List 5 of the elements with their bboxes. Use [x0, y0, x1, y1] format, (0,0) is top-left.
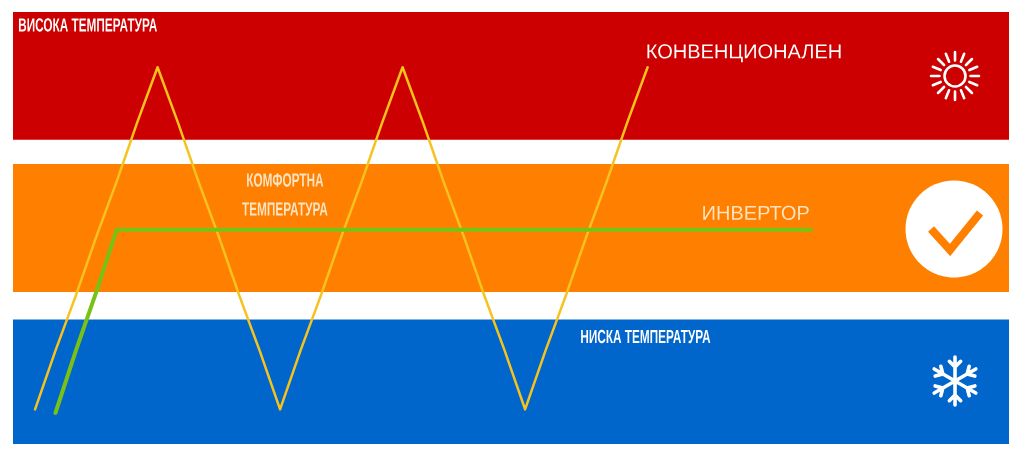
band-label: ВИСОКА ТЕМПЕРАТУРА: [18, 18, 157, 32]
band-label: КОМФОРТНА ТЕМПЕРАТУРА: [242, 173, 328, 216]
band-label: НИСКА ТЕМПЕРАТУРА: [581, 329, 711, 344]
series-label: КОНВЕНЦИОНАЛЕН: [647, 44, 841, 63]
series-label: ИНВЕРТОР: [703, 205, 809, 220]
